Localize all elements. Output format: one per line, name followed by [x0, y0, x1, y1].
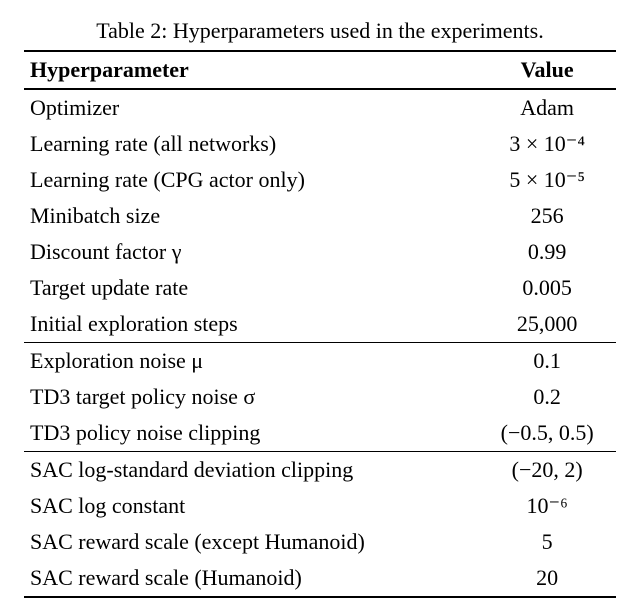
cell-param: Initial exploration steps [24, 306, 478, 343]
table-row: SAC log-standard deviation clipping (−20… [24, 452, 616, 489]
table-row: Learning rate (CPG actor only) 5 × 10⁻⁵ [24, 162, 616, 198]
cell-value: 5 [478, 524, 616, 560]
table-row: Minibatch size 256 [24, 198, 616, 234]
table-row: TD3 policy noise clipping (−0.5, 0.5) [24, 415, 616, 452]
cell-param: Learning rate (CPG actor only) [24, 162, 478, 198]
table-row: Discount factor γ 0.99 [24, 234, 616, 270]
header-param: Hyperparameter [24, 51, 478, 89]
cell-value: 20 [478, 560, 616, 597]
cell-value: 10⁻⁶ [478, 488, 616, 524]
cell-value: (−20, 2) [478, 452, 616, 489]
cell-param: SAC reward scale (Humanoid) [24, 560, 478, 597]
cell-param: Discount factor γ [24, 234, 478, 270]
cell-param: Target update rate [24, 270, 478, 306]
table-body: Optimizer Adam Learning rate (all networ… [24, 89, 616, 597]
table-container: Table 2: Hyperparameters used in the exp… [0, 0, 640, 598]
table-row: SAC log constant 10⁻⁶ [24, 488, 616, 524]
table-row: Target update rate 0.005 [24, 270, 616, 306]
header-value: Value [478, 51, 616, 89]
cell-value: 0.005 [478, 270, 616, 306]
cell-param: Optimizer [24, 89, 478, 126]
cell-param: SAC log-standard deviation clipping [24, 452, 478, 489]
table-row: SAC reward scale (Humanoid) 20 [24, 560, 616, 597]
cell-value: 256 [478, 198, 616, 234]
table-row: SAC reward scale (except Humanoid) 5 [24, 524, 616, 560]
cell-param: Minibatch size [24, 198, 478, 234]
table-row: Initial exploration steps 25,000 [24, 306, 616, 343]
cell-param: SAC reward scale (except Humanoid) [24, 524, 478, 560]
cell-value: 0.99 [478, 234, 616, 270]
cell-value: 0.2 [478, 379, 616, 415]
hyperparameter-table: Hyperparameter Value Optimizer Adam Lear… [24, 50, 616, 598]
cell-param: Exploration noise μ [24, 343, 478, 380]
cell-param: TD3 policy noise clipping [24, 415, 478, 452]
cell-value: 0.1 [478, 343, 616, 380]
cell-value: (−0.5, 0.5) [478, 415, 616, 452]
table-row: Optimizer Adam [24, 89, 616, 126]
table-row: Learning rate (all networks) 3 × 10⁻⁴ [24, 126, 616, 162]
cell-value: 25,000 [478, 306, 616, 343]
table-row: Exploration noise μ 0.1 [24, 343, 616, 380]
cell-value: Adam [478, 89, 616, 126]
cell-value: 3 × 10⁻⁴ [478, 126, 616, 162]
cell-param: Learning rate (all networks) [24, 126, 478, 162]
cell-param: SAC log constant [24, 488, 478, 524]
table-row: TD3 target policy noise σ 0.2 [24, 379, 616, 415]
table-header-row: Hyperparameter Value [24, 51, 616, 89]
cell-param: TD3 target policy noise σ [24, 379, 478, 415]
cell-value: 5 × 10⁻⁵ [478, 162, 616, 198]
table-caption: Table 2: Hyperparameters used in the exp… [24, 18, 616, 44]
